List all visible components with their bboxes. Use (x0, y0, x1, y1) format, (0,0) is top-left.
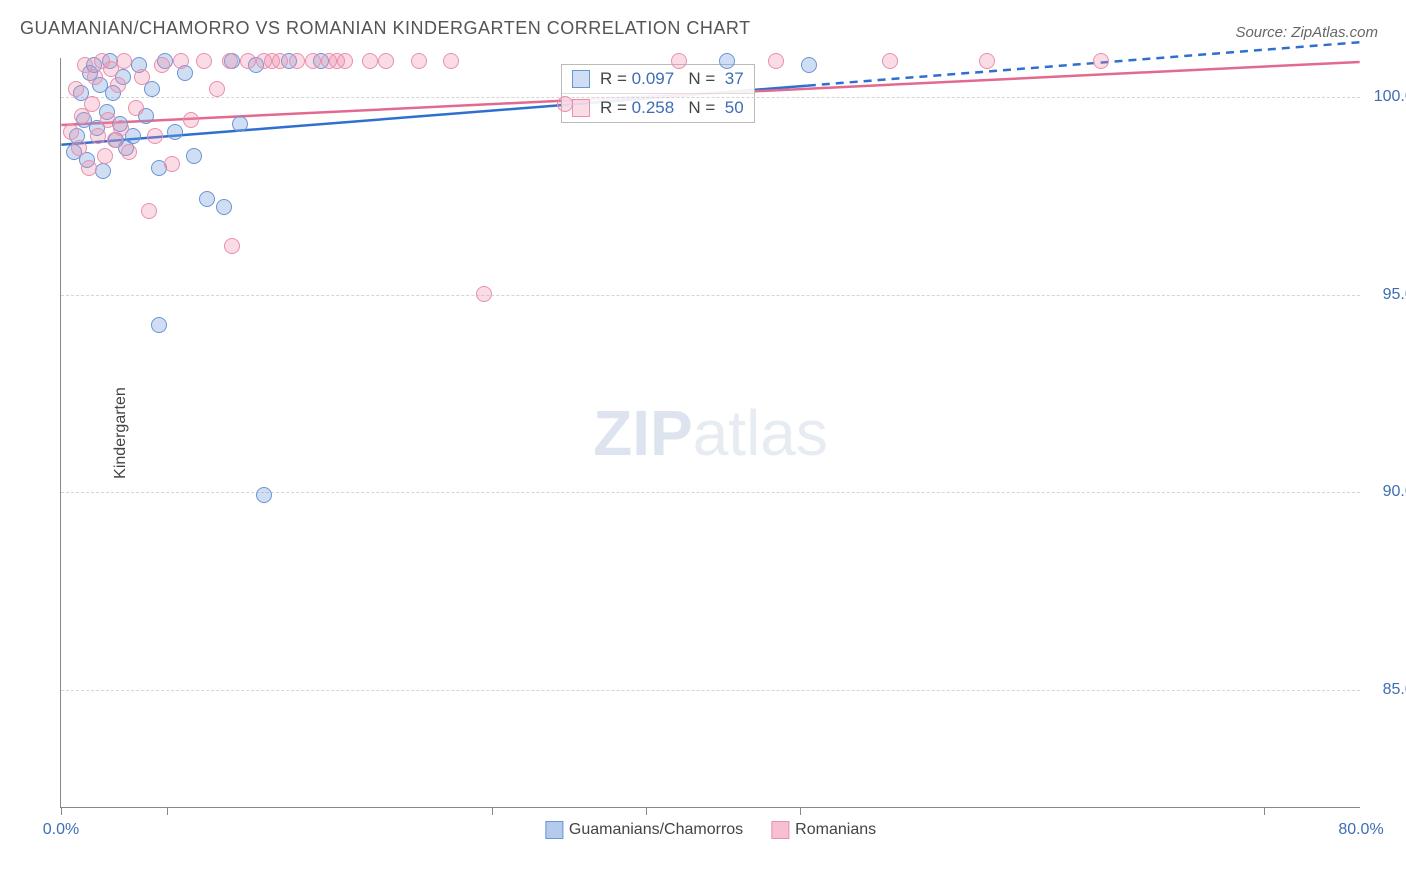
scatter-point (68, 81, 84, 97)
y-tick-label: 85.0% (1383, 681, 1406, 699)
scatter-point (476, 286, 492, 302)
scatter-point (768, 53, 784, 69)
scatter-point (95, 163, 111, 179)
series-swatch (572, 70, 590, 88)
stats-legend-box: R = 0.097 N = 37 R = 0.258 N = 50 (561, 64, 755, 123)
scatter-point (222, 53, 238, 69)
scatter-point (196, 53, 212, 69)
x-tick-label: 80.0% (1338, 821, 1383, 839)
gridline (61, 97, 1360, 98)
x-tick (492, 807, 493, 815)
scatter-point (1093, 53, 1109, 69)
legend-label: Guamanians/Chamorros (569, 821, 743, 839)
y-tick-label: 95.0% (1383, 286, 1406, 304)
legend-item: Romanians (771, 821, 876, 839)
scatter-point (557, 96, 573, 112)
x-tick-label: 0.0% (43, 821, 79, 839)
scatter-point (224, 238, 240, 254)
scatter-point (141, 203, 157, 219)
x-tick (800, 807, 801, 815)
scatter-point (71, 140, 87, 156)
watermark-light: atlas (693, 397, 828, 469)
scatter-point (147, 128, 163, 144)
legend-item: Guamanians/Chamorros (545, 821, 743, 839)
x-tick (61, 807, 62, 815)
scatter-point (87, 69, 103, 85)
scatter-point (240, 53, 256, 69)
scatter-point (232, 116, 248, 132)
scatter-point (305, 53, 321, 69)
legend-label: Romanians (795, 821, 876, 839)
gridline (61, 690, 1360, 691)
trend-lines-layer (61, 58, 1360, 807)
stats-text: R = 0.258 N = 50 (600, 98, 744, 118)
x-tick (167, 807, 168, 815)
x-tick (1264, 807, 1265, 815)
scatter-point (110, 77, 126, 93)
scatter-point (164, 156, 180, 172)
y-tick-label: 100.0% (1374, 88, 1406, 106)
scatter-point (289, 53, 305, 69)
y-axis-label: Kindergarten (112, 387, 130, 479)
legend-swatch (545, 821, 563, 839)
legend-bottom: Guamanians/Chamorros Romanians (545, 821, 876, 839)
watermark: ZIPatlas (593, 396, 828, 470)
scatter-point (113, 120, 129, 136)
scatter-point (256, 487, 272, 503)
scatter-point (411, 53, 427, 69)
scatter-point (199, 191, 215, 207)
scatter-point (121, 144, 137, 160)
scatter-point (801, 57, 817, 73)
stats-row: R = 0.097 N = 37 (562, 65, 754, 93)
gridline (61, 295, 1360, 296)
series-swatch (572, 99, 590, 117)
y-tick-label: 90.0% (1383, 483, 1406, 501)
scatter-point (272, 53, 288, 69)
scatter-point (81, 160, 97, 176)
scatter-point (116, 53, 132, 69)
scatter-point (128, 100, 144, 116)
scatter-point (362, 53, 378, 69)
chart-title: GUAMANIAN/CHAMORRO VS ROMANIAN KINDERGAR… (20, 18, 751, 39)
scatter-point (134, 69, 150, 85)
scatter-point (90, 128, 106, 144)
scatter-point (443, 53, 459, 69)
x-tick (646, 807, 647, 815)
scatter-point (183, 112, 199, 128)
scatter-point (151, 317, 167, 333)
legend-swatch (771, 821, 789, 839)
scatter-point (84, 96, 100, 112)
scatter-point (979, 53, 995, 69)
source-attribution: Source: ZipAtlas.com (1235, 24, 1378, 41)
watermark-bold: ZIP (593, 397, 693, 469)
scatter-point (337, 53, 353, 69)
scatter-point (167, 124, 183, 140)
scatter-point (186, 148, 202, 164)
scatter-point (671, 53, 687, 69)
scatter-point (209, 81, 225, 97)
plot-area: Kindergarten ZIPatlas R = 0.097 N = 37R … (60, 58, 1360, 808)
scatter-point (216, 199, 232, 215)
scatter-point (63, 124, 79, 140)
scatter-point (173, 53, 189, 69)
scatter-point (719, 53, 735, 69)
scatter-point (97, 148, 113, 164)
scatter-point (882, 53, 898, 69)
scatter-point (378, 53, 394, 69)
scatter-point (154, 57, 170, 73)
stats-text: R = 0.097 N = 37 (600, 69, 744, 89)
